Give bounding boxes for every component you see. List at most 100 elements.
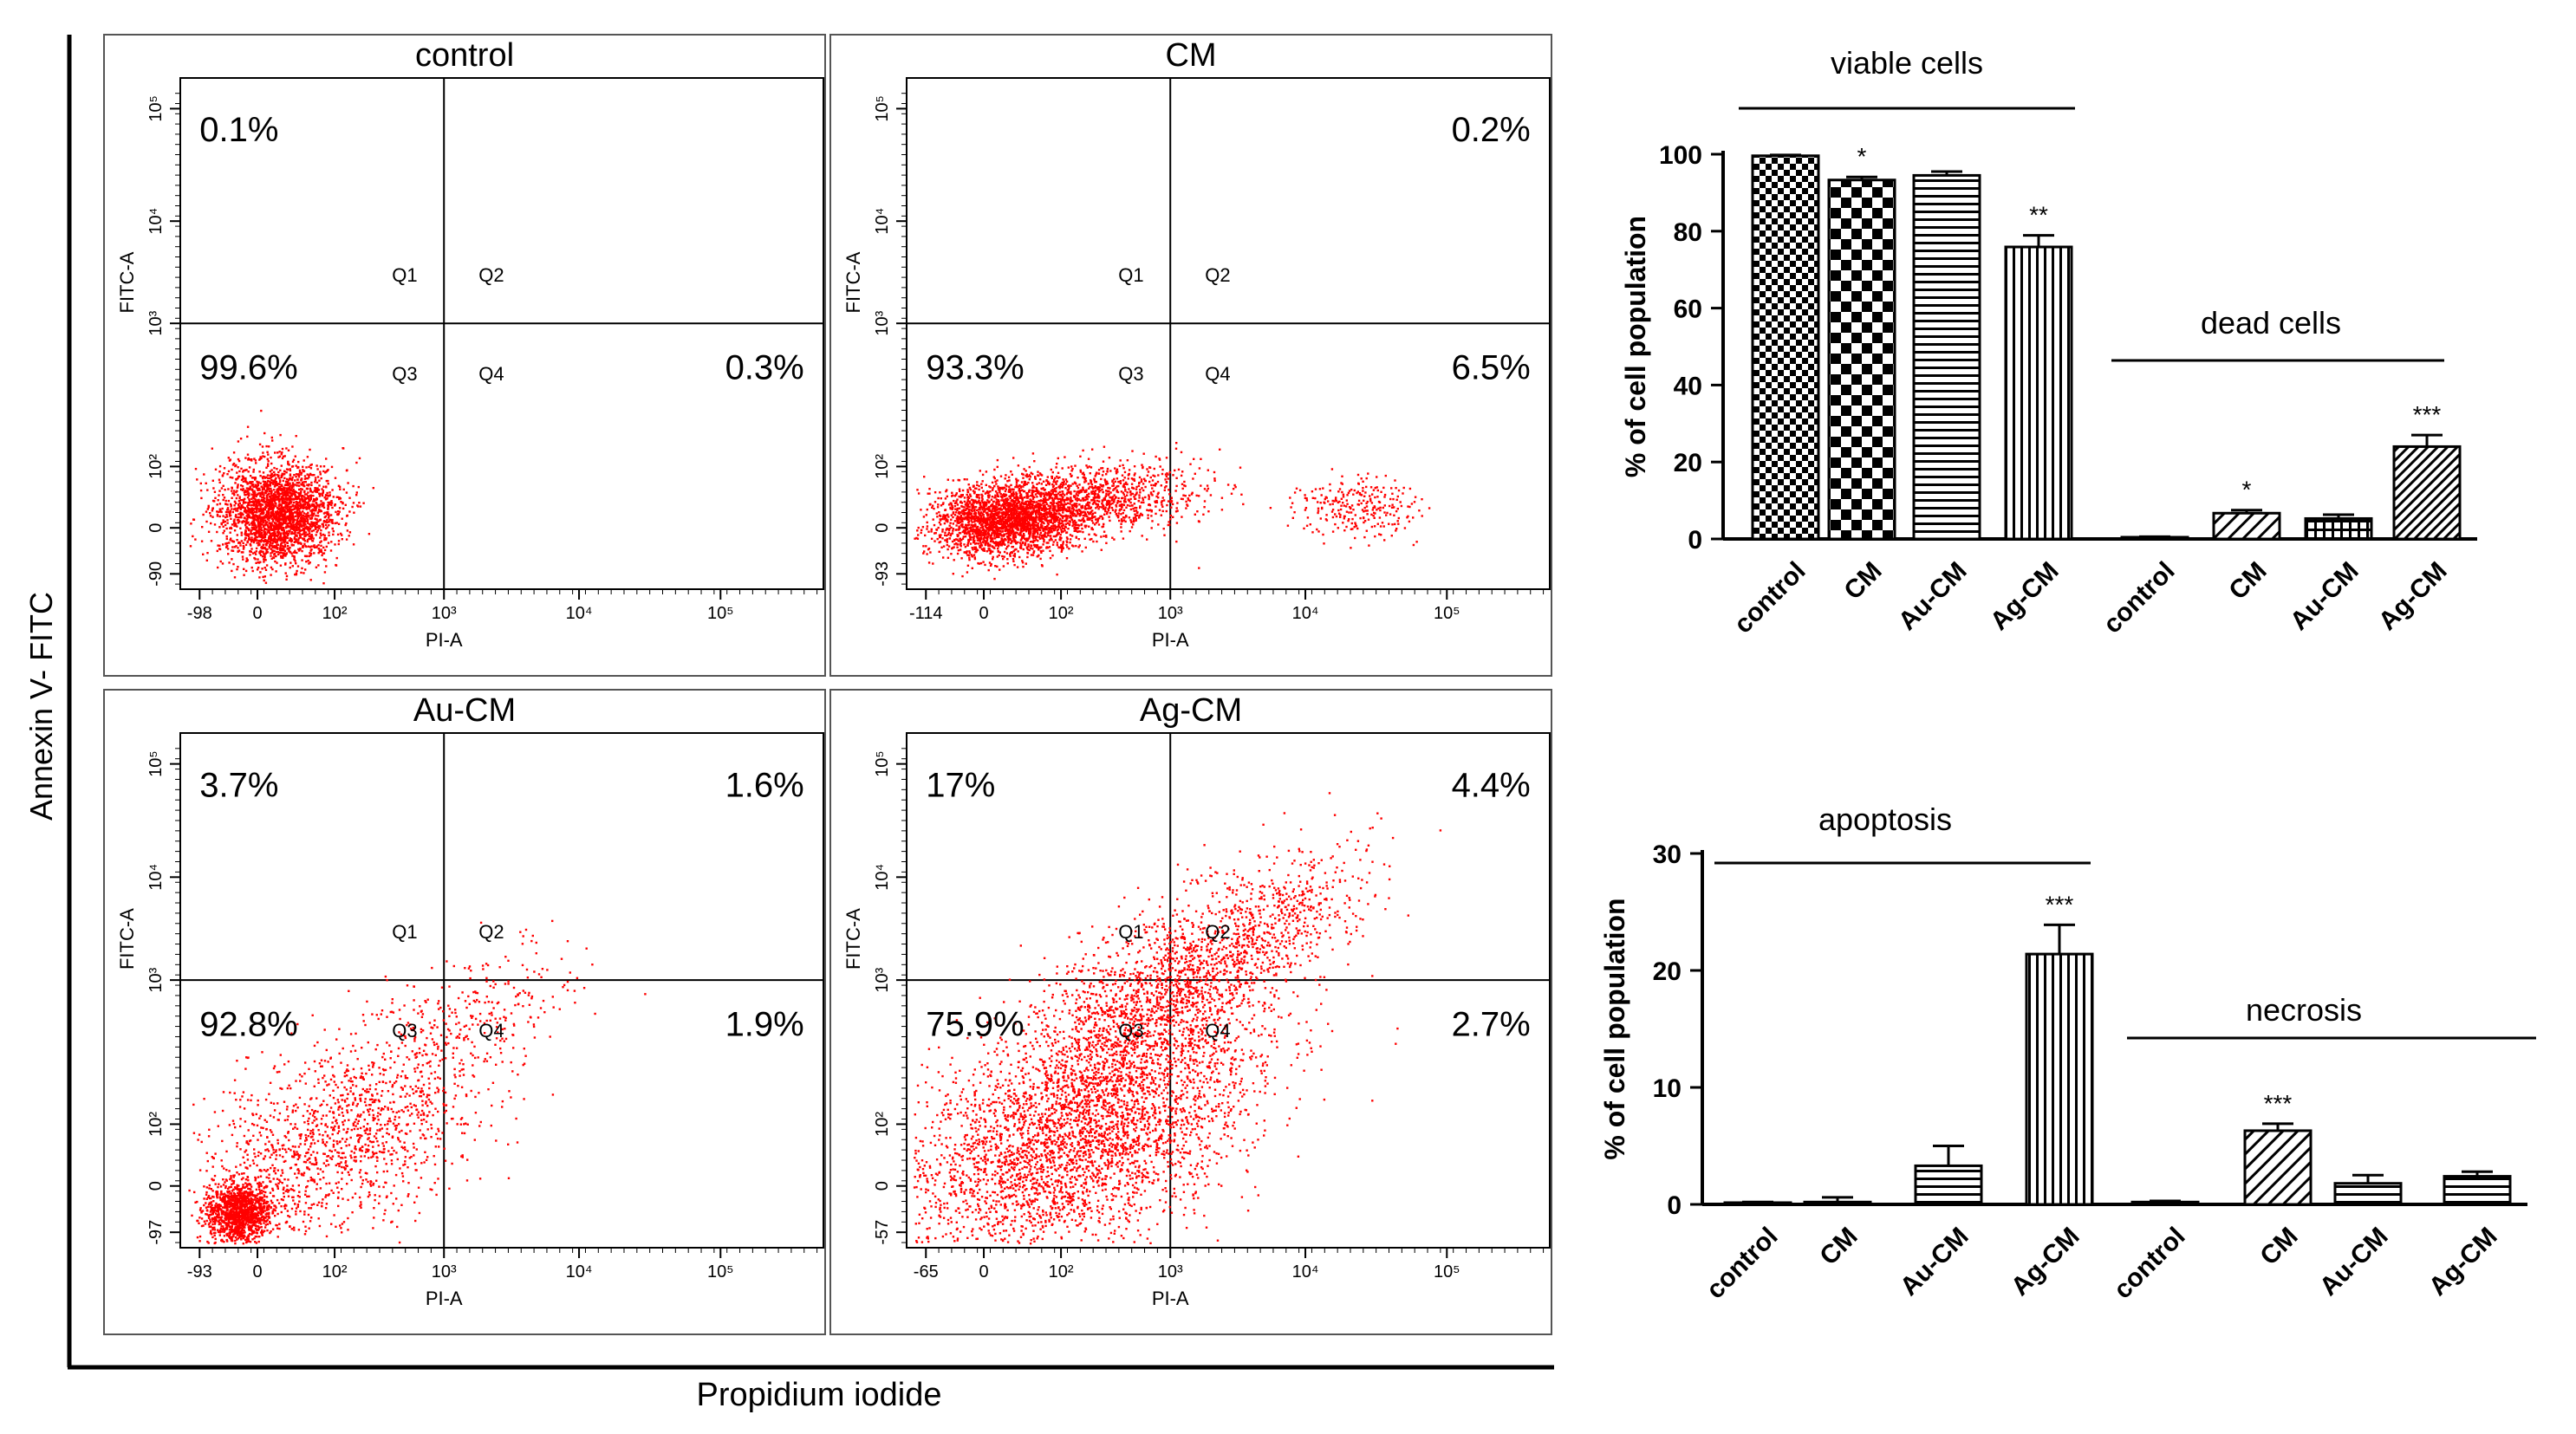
y-tick-label: 10³ bbox=[873, 967, 892, 992]
y-tick-label: 10² bbox=[873, 454, 892, 479]
x-tick-label: 10² bbox=[322, 1262, 348, 1282]
percentage-q1: 0.1% bbox=[199, 111, 278, 149]
significance-marker: *** bbox=[2264, 1090, 2293, 1117]
percentage-q3: 92.8% bbox=[199, 1006, 297, 1044]
x-tick-label: 10² bbox=[1049, 1262, 1074, 1282]
bar bbox=[1751, 154, 1820, 541]
bar-category-label: Au-CM bbox=[2285, 556, 2365, 636]
y-axis-label: FITC-A bbox=[116, 251, 138, 313]
flow-plot-frame bbox=[906, 77, 1551, 590]
quadrant-label-q3: Q3 bbox=[392, 363, 417, 385]
bar-category-label: CM bbox=[2223, 556, 2272, 605]
flow-panels: control Q1 Q2 Q3 Q4 0.1% 99.6% 0.3% -98 0 10² 10³ 10… bbox=[103, 34, 1552, 1335]
flow-plot-frame bbox=[179, 77, 824, 590]
y-tick-label: 10⁵ bbox=[873, 750, 892, 777]
percentage-q3: 93.3% bbox=[926, 348, 1024, 386]
x-tick-label: 10⁴ bbox=[1292, 1262, 1319, 1282]
percentage-q4: 0.3% bbox=[725, 348, 804, 386]
bar-category-label: control bbox=[2098, 556, 2180, 639]
significance-marker: * bbox=[2242, 477, 2252, 503]
percentage-q2: 0.2% bbox=[1452, 111, 1531, 149]
y-tick-label: 0 bbox=[146, 523, 166, 533]
y-axis-label: FITC-A bbox=[842, 908, 864, 970]
bar bbox=[2333, 1182, 2403, 1206]
bar-chart-0: 0 20 40 60 80 100 % of cell population viable c… bbox=[1620, 45, 2477, 639]
y-tick-label: 0 bbox=[873, 523, 892, 533]
bar bbox=[2212, 511, 2281, 541]
y-axis-label: FITC-A bbox=[116, 908, 138, 970]
bar-y-tick-label: 100 bbox=[1659, 141, 1702, 170]
x-tick-label: 0 bbox=[979, 604, 988, 623]
significance-marker: *** bbox=[2046, 891, 2074, 918]
bar-category-label: control bbox=[1728, 556, 1811, 639]
percentage-q4: 1.9% bbox=[725, 1006, 804, 1044]
group-label: dead cells bbox=[2201, 305, 2341, 341]
bar-chart-1: 0 10 20 30 % of cell population apoptosis cont… bbox=[1599, 801, 2536, 1305]
quadrant-label-q2: Q2 bbox=[1205, 921, 1230, 943]
bar-category-label: CM bbox=[2254, 1222, 2303, 1270]
y-tick-label: 10⁴ bbox=[146, 208, 166, 235]
bar-y-tick-label: 60 bbox=[1674, 295, 1702, 324]
bar-category-label: CM bbox=[1814, 1222, 1863, 1270]
scatter-dots bbox=[913, 792, 1442, 1245]
flow-panel-0: control Q1 Q2 Q3 Q4 0.1% 99.6% 0.3% -98 0 10² 10³ 10… bbox=[103, 34, 826, 677]
group-label: necrosis bbox=[2246, 992, 2362, 1028]
significance-marker: ** bbox=[2029, 202, 2048, 229]
x-tick-label: 10⁴ bbox=[1292, 604, 1319, 623]
y-tick-label: 10³ bbox=[873, 310, 892, 335]
y-tick-label: 10⁵ bbox=[146, 95, 166, 122]
bar-y-tick-label: 10 bbox=[1653, 1074, 1682, 1103]
y-tick-label: -90 bbox=[146, 561, 166, 587]
quadrant-label-q1: Q1 bbox=[1118, 921, 1143, 943]
bar-y-tick-label: 40 bbox=[1674, 372, 1702, 400]
bar-category-label: control bbox=[1701, 1222, 1783, 1304]
percentage-q4: 6.5% bbox=[1452, 348, 1531, 386]
flow-panel-frame bbox=[103, 689, 826, 1335]
bar bbox=[1803, 1200, 1872, 1206]
flow-panel-frame bbox=[829, 689, 1552, 1335]
y-tick-label: 10² bbox=[873, 1112, 892, 1137]
x-tick-label: 10³ bbox=[432, 1262, 457, 1282]
bar-category-label: Ag-CM bbox=[1985, 556, 2065, 636]
flow-panel-title: CM bbox=[1165, 37, 1216, 74]
x-tick-label: 10⁵ bbox=[1434, 604, 1460, 623]
x-tick-label: 10³ bbox=[1158, 1262, 1183, 1282]
x-tick-label: -65 bbox=[914, 1262, 939, 1282]
x-tick-label: 10⁵ bbox=[1434, 1262, 1460, 1282]
bar bbox=[2392, 444, 2462, 541]
bar-category-label: Au-CM bbox=[1893, 556, 1973, 636]
y-tick-label: -57 bbox=[873, 1220, 892, 1245]
x-tick-label: -98 bbox=[187, 604, 212, 623]
x-tick-label: 0 bbox=[252, 604, 262, 623]
flow-panel-1: CM Q1 Q2 Q3 Q4 0.2% 93.3% 6.5% -114 0 10² 10³ 10⁴ 10⁵… bbox=[829, 34, 1552, 677]
bar bbox=[1914, 1164, 1983, 1206]
x-tick-label: 10² bbox=[1049, 604, 1074, 623]
x-axis-label: PI-A bbox=[426, 1288, 463, 1309]
quadrant-label-q4: Q4 bbox=[1205, 363, 1230, 385]
quadrant-label-q1: Q1 bbox=[1118, 264, 1143, 286]
bar bbox=[2243, 1129, 2313, 1206]
scatter-dots bbox=[189, 409, 374, 585]
quadrant-label-q3: Q3 bbox=[1118, 1020, 1143, 1041]
quadrant-label-q3: Q3 bbox=[392, 1020, 417, 1041]
bar-y-tick-label: 30 bbox=[1653, 840, 1682, 869]
x-tick-label: 0 bbox=[252, 1262, 262, 1282]
x-tick-label: 10³ bbox=[1158, 604, 1183, 623]
y-tick-label: 0 bbox=[146, 1181, 166, 1191]
bar-category-label: control bbox=[2108, 1222, 2190, 1304]
percentage-q1: 3.7% bbox=[199, 766, 278, 804]
flow-panel-3: Ag-CM Q1 Q2 Q3 Q4 17% 4.4% 75.9% 2.7% -65 0 10² 10³ 1… bbox=[829, 689, 1552, 1335]
y-tick-label: 10⁴ bbox=[146, 864, 166, 891]
bar-y-tick-label: 20 bbox=[1653, 957, 1682, 986]
quadrant-label-q4: Q4 bbox=[1205, 1020, 1230, 1041]
y-tick-label: 10³ bbox=[146, 310, 166, 335]
percentage-q1: 17% bbox=[926, 766, 995, 804]
y-tick-label: -97 bbox=[146, 1220, 166, 1245]
percentage-q2: 1.6% bbox=[725, 766, 804, 804]
y-tick-label: 10⁴ bbox=[873, 864, 892, 891]
significance-marker: * bbox=[1857, 143, 1867, 170]
bar-y-axis-label: % of cell population bbox=[1620, 216, 1651, 477]
bar-category-label: Au-CM bbox=[1895, 1222, 1974, 1301]
